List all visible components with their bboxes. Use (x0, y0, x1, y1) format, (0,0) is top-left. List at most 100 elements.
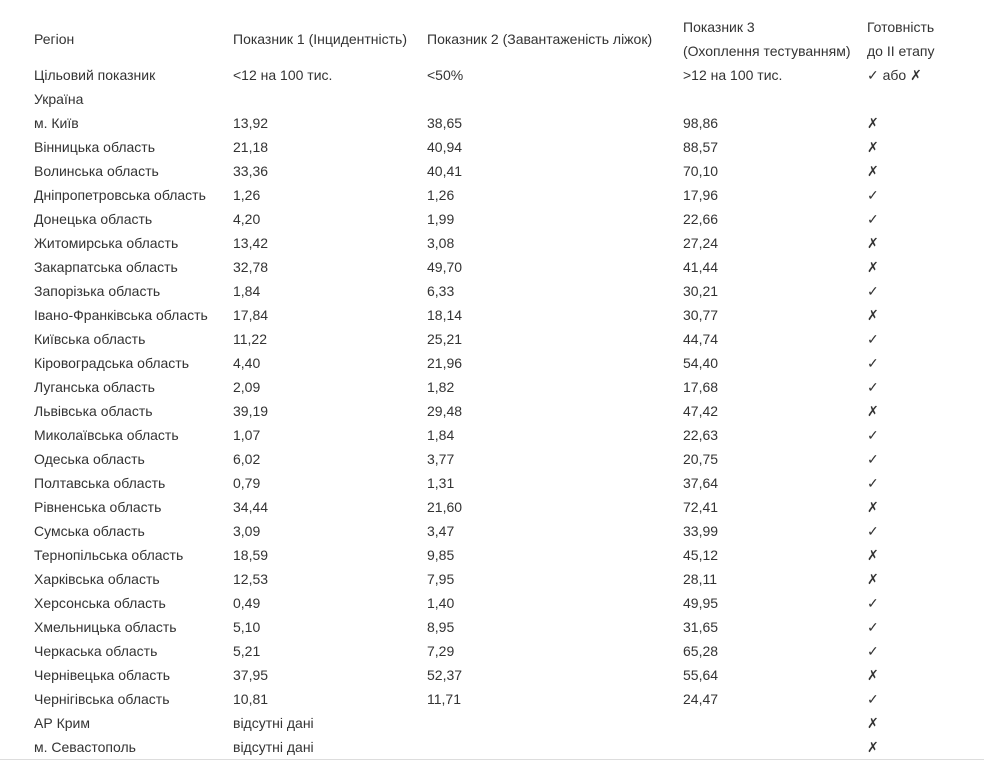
table-cell: 11,22 (233, 331, 267, 347)
table-cell: >12 на 100 тис. (683, 67, 783, 83)
table-cell: 7,95 (427, 571, 455, 587)
table-cell: Житомирська область (34, 235, 179, 251)
table-cell: 3,77 (427, 451, 455, 467)
table-cell: 21,60 (427, 499, 463, 515)
table-cell: ✓ (867, 619, 879, 635)
table-cell: Дніпропетровська область (34, 187, 206, 203)
table-cell: 47,42 (683, 403, 719, 419)
table-cell: 1,31 (427, 475, 455, 491)
header-cell: Показник 1 (Інцидентність) (233, 31, 408, 47)
table-cell: 52,37 (427, 667, 463, 683)
table-cell: 54,40 (683, 355, 719, 371)
table-cell: Рівненська область (34, 499, 162, 515)
header-cell: Регіон (34, 31, 75, 47)
header-cell: до II етапу (867, 43, 935, 59)
table-cell: Вінницька область (34, 139, 155, 155)
table-cell: ✗ (867, 259, 879, 275)
table-cell: 24,47 (683, 691, 719, 707)
table-cell: ✗ (867, 139, 879, 155)
table-cell: 1,40 (427, 595, 455, 611)
table-cell: ✓ (867, 187, 879, 203)
table-cell: ✓ (867, 475, 879, 491)
table-cell: 4,40 (233, 355, 261, 371)
table-cell: ✗ (867, 499, 879, 515)
table-cell: 38,65 (427, 115, 463, 131)
table-cell: ✗ (867, 115, 879, 131)
table-cell: ✓ (867, 283, 879, 299)
table-cell: Херсонська область (34, 595, 166, 611)
table-cell: 37,64 (683, 475, 719, 491)
table-cell: Харківська область (34, 571, 160, 587)
table-cell: 30,77 (683, 307, 719, 323)
table-cell: 1,99 (427, 211, 455, 227)
table-cell: 39,19 (233, 403, 269, 419)
table-cell: 44,74 (683, 331, 719, 347)
table-cell: ✓ (867, 427, 879, 443)
table-cell: ✗ (867, 163, 879, 179)
table-cell: Україна (34, 91, 84, 107)
table-cell: ✗ (867, 307, 879, 323)
table-cell: ✗ (867, 235, 879, 251)
table-cell: ✓ або ✗ (867, 67, 922, 83)
table-cell: <12 на 100 тис. (233, 67, 333, 83)
table-cell: 17,84 (233, 307, 269, 323)
table-cell: 3,08 (427, 235, 455, 251)
table-cell: 13,92 (233, 115, 269, 131)
table-cell: ✗ (867, 571, 879, 587)
table-cell: 1,26 (233, 187, 261, 203)
table-cell: відсутні дані (233, 739, 314, 755)
table-cell: Чернівецька область (34, 667, 171, 683)
table-cell: Сумська область (34, 523, 145, 539)
table-cell: ✓ (867, 211, 879, 227)
table-cell: Цільовий показник (34, 67, 156, 83)
table-cell: 40,94 (427, 139, 463, 155)
header-cell: Готовність (867, 19, 935, 35)
table-cell: ✓ (867, 331, 879, 347)
table-cell: 18,59 (233, 547, 269, 563)
table-cell: Кіровоградська область (34, 355, 189, 371)
table-cell: 2,09 (233, 379, 261, 395)
table-cell: Івано-Франківська область (34, 307, 208, 323)
table-cell: 55,64 (683, 667, 719, 683)
table-cell: 22,63 (683, 427, 719, 443)
table-cell: ✓ (867, 691, 879, 707)
table-cell: ✗ (867, 547, 879, 563)
table-cell: ✓ (867, 643, 879, 659)
table-cell: відсутні дані (233, 715, 314, 731)
table-cell: 88,57 (683, 139, 719, 155)
table-cell: 41,44 (683, 259, 719, 275)
header-cell: Показник 2 (Завантаженість ліжок) (427, 31, 653, 47)
table-cell: 30,21 (683, 283, 719, 299)
table-cell: 6,33 (427, 283, 455, 299)
table-cell: ✗ (867, 715, 879, 731)
table-cell: Полтавська область (34, 475, 166, 491)
table-cell: 49,95 (683, 595, 719, 611)
table-cell: Львівська область (34, 403, 153, 419)
table-cell: 33,99 (683, 523, 719, 539)
table-border (0, 759, 984, 760)
table-cell: 0,49 (233, 595, 261, 611)
table-cell: ✗ (867, 667, 879, 683)
table-cell: Тернопільська область (34, 547, 184, 563)
table-cell: 1,82 (427, 379, 455, 395)
table-cell: 31,65 (683, 619, 719, 635)
table-cell: ✓ (867, 451, 879, 467)
table-cell: 0,79 (233, 475, 261, 491)
table-cell: Хмельницька область (34, 619, 177, 635)
table-cell: 17,96 (683, 187, 719, 203)
table-cell: ✓ (867, 523, 879, 539)
table-cell: 70,10 (683, 163, 719, 179)
table-cell: 18,14 (427, 307, 463, 323)
table-cell: 22,66 (683, 211, 719, 227)
table-cell: Закарпатська область (34, 259, 178, 275)
table-cell: 40,41 (427, 163, 463, 179)
table-cell: 98,86 (683, 115, 719, 131)
table-cell: 28,11 (683, 571, 717, 587)
table-cell: Луганська область (34, 379, 155, 395)
table-cell: 72,41 (683, 499, 719, 515)
table-cell: 21,96 (427, 355, 463, 371)
table-cell: 1,07 (233, 427, 261, 443)
table-cell: 65,28 (683, 643, 719, 659)
table-cell: 13,42 (233, 235, 269, 251)
